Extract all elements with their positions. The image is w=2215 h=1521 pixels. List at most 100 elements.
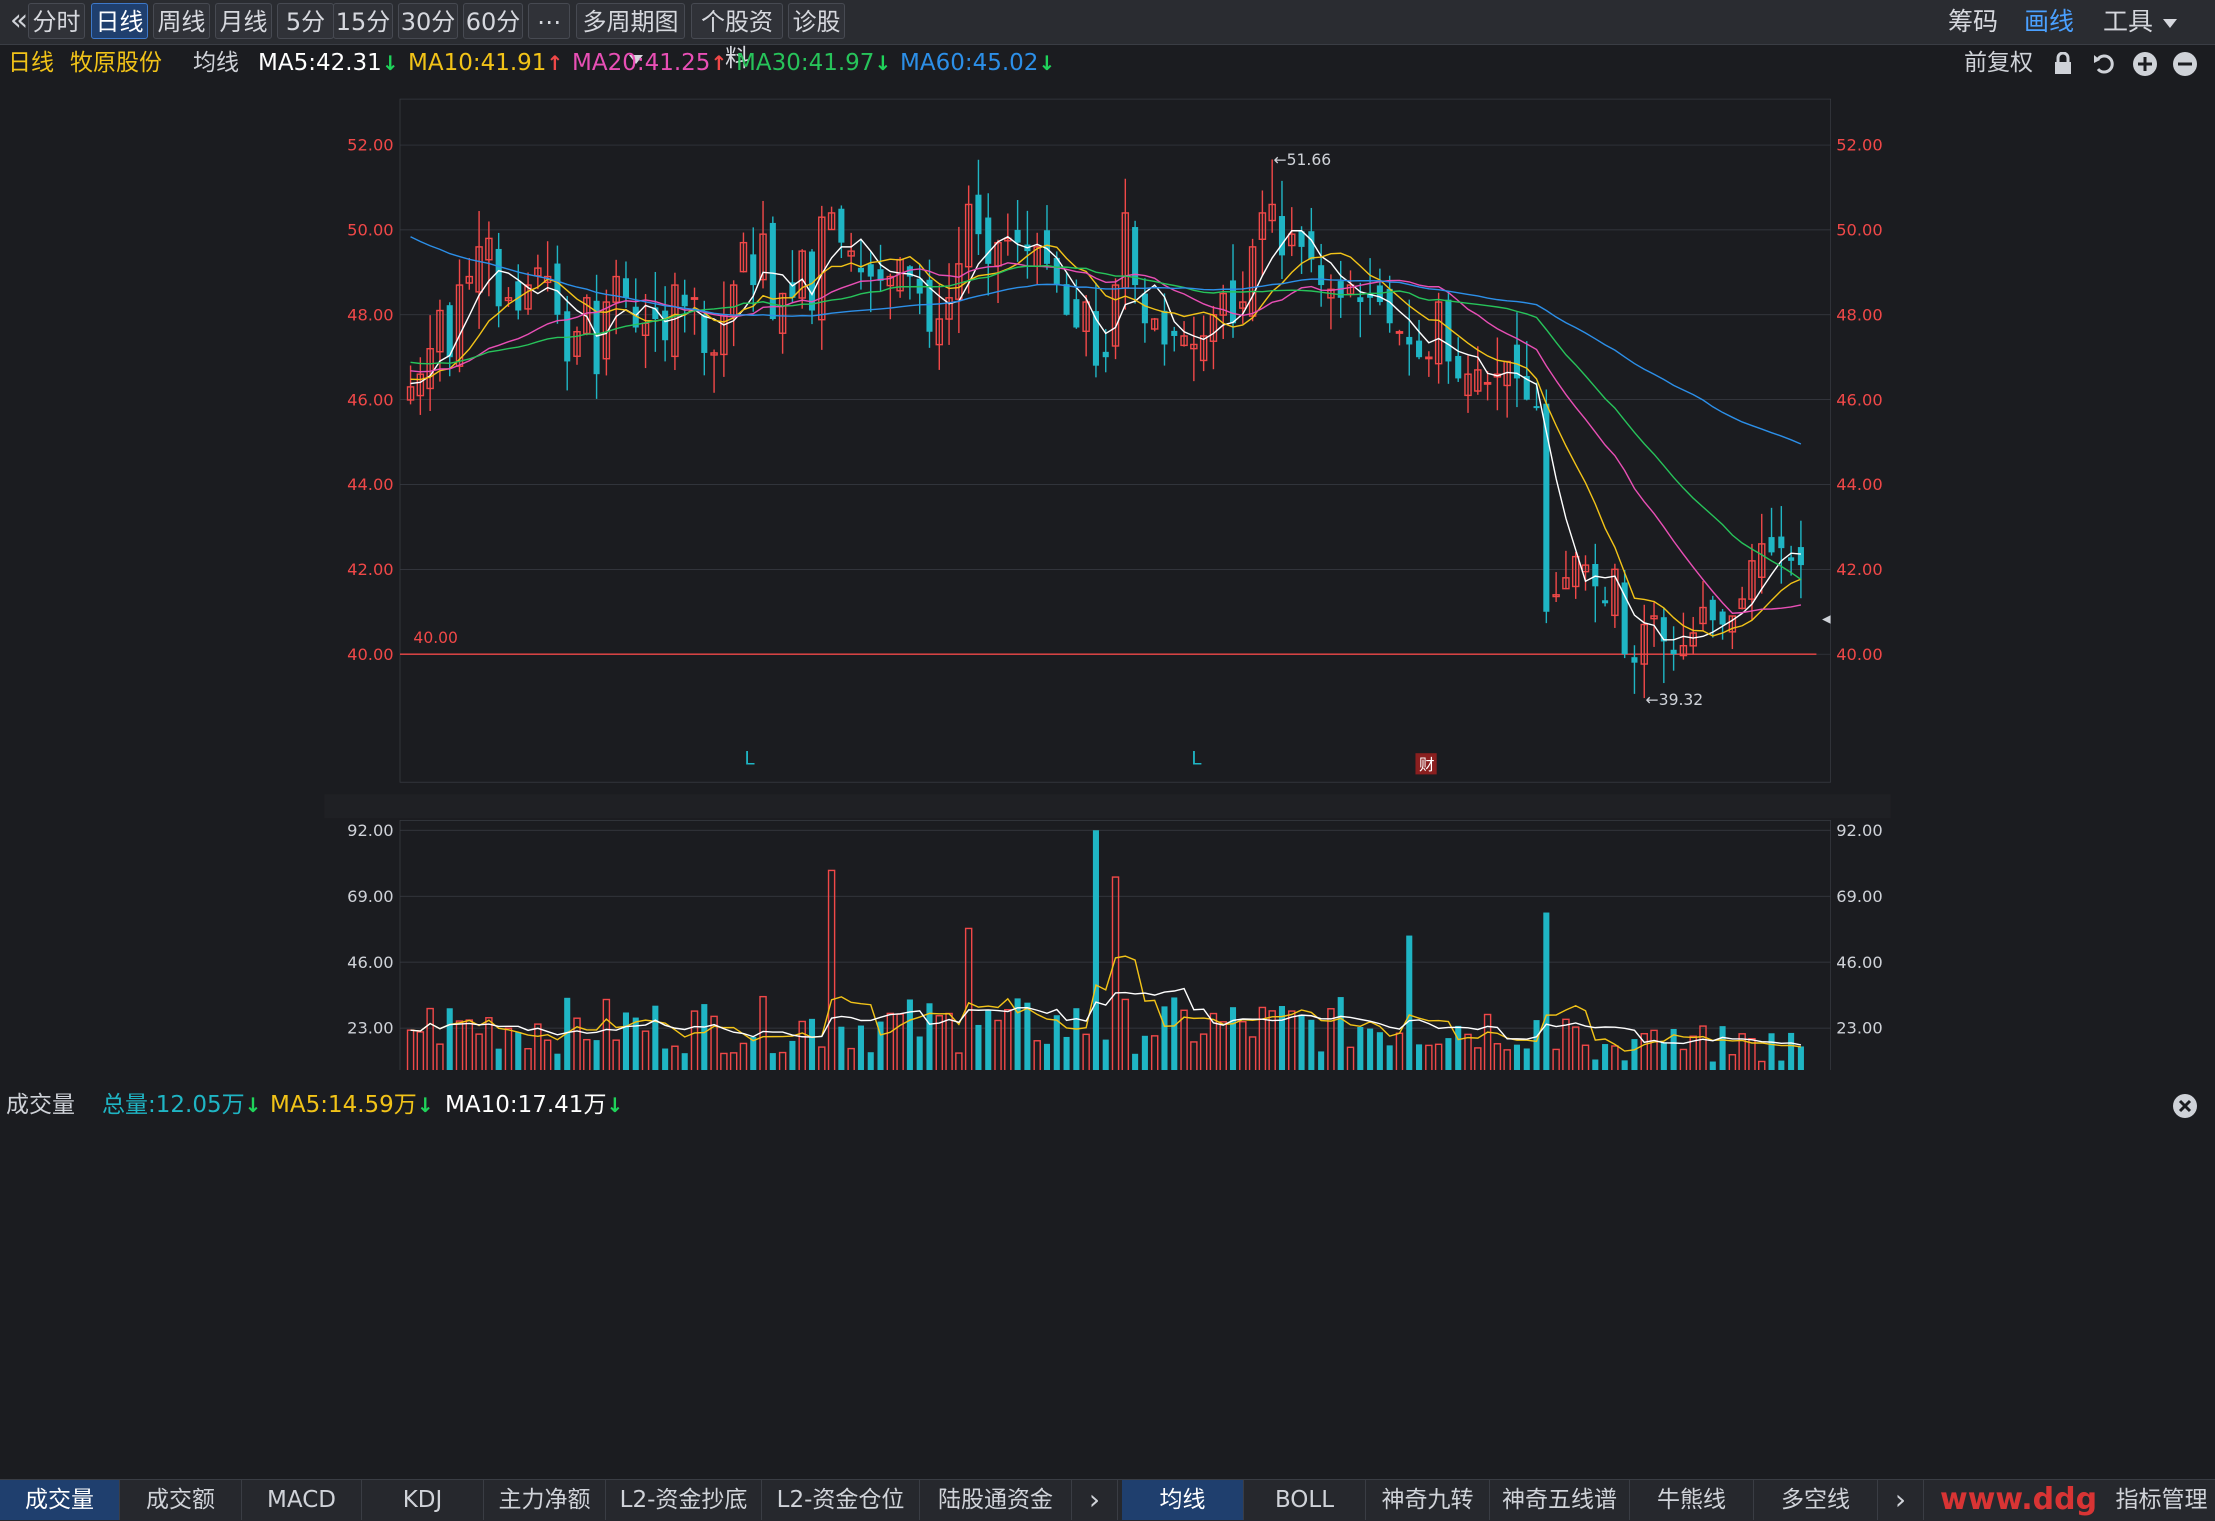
volume-bar[interactable] (896, 1013, 904, 1070)
volume-bar[interactable] (1327, 1008, 1335, 1070)
volume-bar[interactable] (1063, 1036, 1070, 1070)
candle-body[interactable] (690, 297, 699, 300)
candle-body[interactable] (1728, 615, 1737, 633)
volume-bar[interactable] (554, 1053, 561, 1070)
volume-bar[interactable] (1053, 1015, 1060, 1070)
candle-body[interactable] (1778, 536, 1785, 549)
volume-bar[interactable] (1464, 1033, 1472, 1070)
candle-body[interactable] (1395, 331, 1404, 334)
volume-bar[interactable] (534, 1023, 542, 1070)
zoom-out-icon[interactable] (2172, 51, 2198, 87)
candle-body[interactable] (1092, 311, 1099, 366)
volume-bar[interactable] (681, 1053, 688, 1070)
volume-bar[interactable] (622, 1012, 629, 1070)
volume-bar[interactable] (1111, 876, 1120, 1070)
volume-bar[interactable] (818, 1046, 826, 1070)
volume-bar[interactable] (564, 997, 571, 1070)
candle-body[interactable] (465, 275, 474, 284)
volume-bar[interactable] (406, 1029, 415, 1070)
candle-body[interactable] (455, 284, 464, 367)
volume-bar[interactable] (573, 1017, 581, 1070)
candle-body[interactable] (750, 254, 757, 286)
candle-body[interactable] (798, 250, 806, 299)
volume-bar[interactable] (1602, 1044, 1609, 1070)
tab-macd[interactable]: MACD (242, 1480, 362, 1520)
candle-body[interactable] (622, 278, 629, 298)
volume-bar[interactable] (926, 1003, 933, 1070)
volume-bar[interactable] (906, 999, 913, 1070)
volume-bar[interactable] (485, 1017, 493, 1070)
candle-body[interactable] (789, 282, 796, 298)
tab-northbound[interactable]: 陆股通资金 (920, 1480, 1072, 1520)
candle-body[interactable] (475, 246, 483, 293)
candle-body[interactable] (1719, 611, 1726, 625)
volume-bar[interactable] (641, 1030, 650, 1070)
volume-bar[interactable] (455, 1020, 464, 1070)
volume-bar[interactable] (652, 1005, 659, 1070)
candle-body[interactable] (847, 250, 855, 257)
volume-bar[interactable] (1004, 1008, 1012, 1070)
volume-bar[interactable] (994, 1019, 1002, 1070)
candle-body[interactable] (1562, 577, 1570, 590)
tab-kdj[interactable]: KDJ (362, 1480, 484, 1520)
candle-body[interactable] (1150, 318, 1159, 330)
candle-body[interactable] (1258, 212, 1267, 240)
candle-body[interactable] (1788, 557, 1795, 561)
close-panel-icon[interactable] (2172, 1093, 2198, 1129)
candle-body[interactable] (1268, 203, 1276, 222)
tab-l2-position[interactable]: L2-资金仓位 (762, 1480, 920, 1520)
more-periods-button[interactable]: ⋯ (528, 3, 570, 39)
volume-bar[interactable] (1180, 1009, 1188, 1070)
volume-bar[interactable] (1581, 1044, 1590, 1070)
volume-bar[interactable] (1788, 1032, 1795, 1070)
volume-bar[interactable] (1102, 1039, 1109, 1070)
tab-weekly[interactable]: 周线 (153, 3, 210, 39)
candle-body[interactable] (867, 264, 874, 277)
candle-body[interactable] (515, 281, 522, 311)
candle-body[interactable] (857, 267, 864, 273)
tab-intraday[interactable]: 分时 (28, 3, 85, 39)
tab-60min[interactable]: 60分 (463, 3, 523, 39)
volume-bar[interactable] (1209, 1012, 1218, 1070)
candle-body[interactable] (1082, 301, 1090, 332)
volume-bar[interactable] (426, 1007, 434, 1070)
candle-body[interactable] (877, 269, 884, 281)
candle-body[interactable] (975, 194, 982, 235)
candle-body[interactable] (1738, 598, 1746, 610)
volume-bar[interactable] (495, 1048, 502, 1070)
volume-bar[interactable] (1493, 1043, 1502, 1070)
volume-bar[interactable] (1288, 1010, 1296, 1070)
candle-body[interactable] (1063, 284, 1070, 315)
volume-bar[interactable] (524, 1048, 532, 1070)
candle-body[interactable] (1073, 299, 1080, 328)
volume-bar[interactable] (1640, 1033, 1648, 1070)
volume-bar[interactable] (1621, 1060, 1628, 1070)
volume-bar[interactable] (1258, 1006, 1267, 1070)
lock-icon[interactable] (2052, 51, 2074, 86)
candle-body[interactable] (1464, 373, 1472, 397)
tab-ma[interactable]: 均线 (1122, 1480, 1244, 1520)
volume-bar[interactable] (1298, 1014, 1305, 1070)
diagnose-button[interactable]: 诊股 (788, 3, 845, 39)
volume-bar[interactable] (1308, 1019, 1315, 1070)
volume-bar[interactable] (1552, 1048, 1560, 1070)
volume-bar[interactable] (1024, 1002, 1031, 1070)
volume-bar[interactable] (1014, 998, 1021, 1070)
volume-bar[interactable] (1513, 1044, 1520, 1070)
candle-body[interactable] (1386, 288, 1393, 324)
volume-bar[interactable] (1455, 1025, 1462, 1070)
candle-body[interactable] (504, 297, 513, 302)
candle-body[interactable] (1748, 560, 1756, 600)
volume-bar[interactable] (1571, 1026, 1580, 1070)
marker-l-1[interactable]: L (744, 749, 755, 770)
volume-bar[interactable] (778, 1051, 787, 1070)
candle-body[interactable] (1111, 284, 1120, 347)
volume-bar[interactable] (916, 1036, 923, 1070)
volume-bar[interactable] (1141, 1035, 1148, 1070)
zoom-in-icon[interactable] (2132, 51, 2158, 87)
candle-body[interactable] (662, 310, 669, 341)
indicator-manager-button[interactable]: 指标管理 (2115, 1487, 2208, 1513)
candle-body[interactable] (1053, 257, 1060, 286)
volume-bar[interactable] (1229, 1007, 1237, 1070)
candle-body[interactable] (1190, 343, 1198, 350)
